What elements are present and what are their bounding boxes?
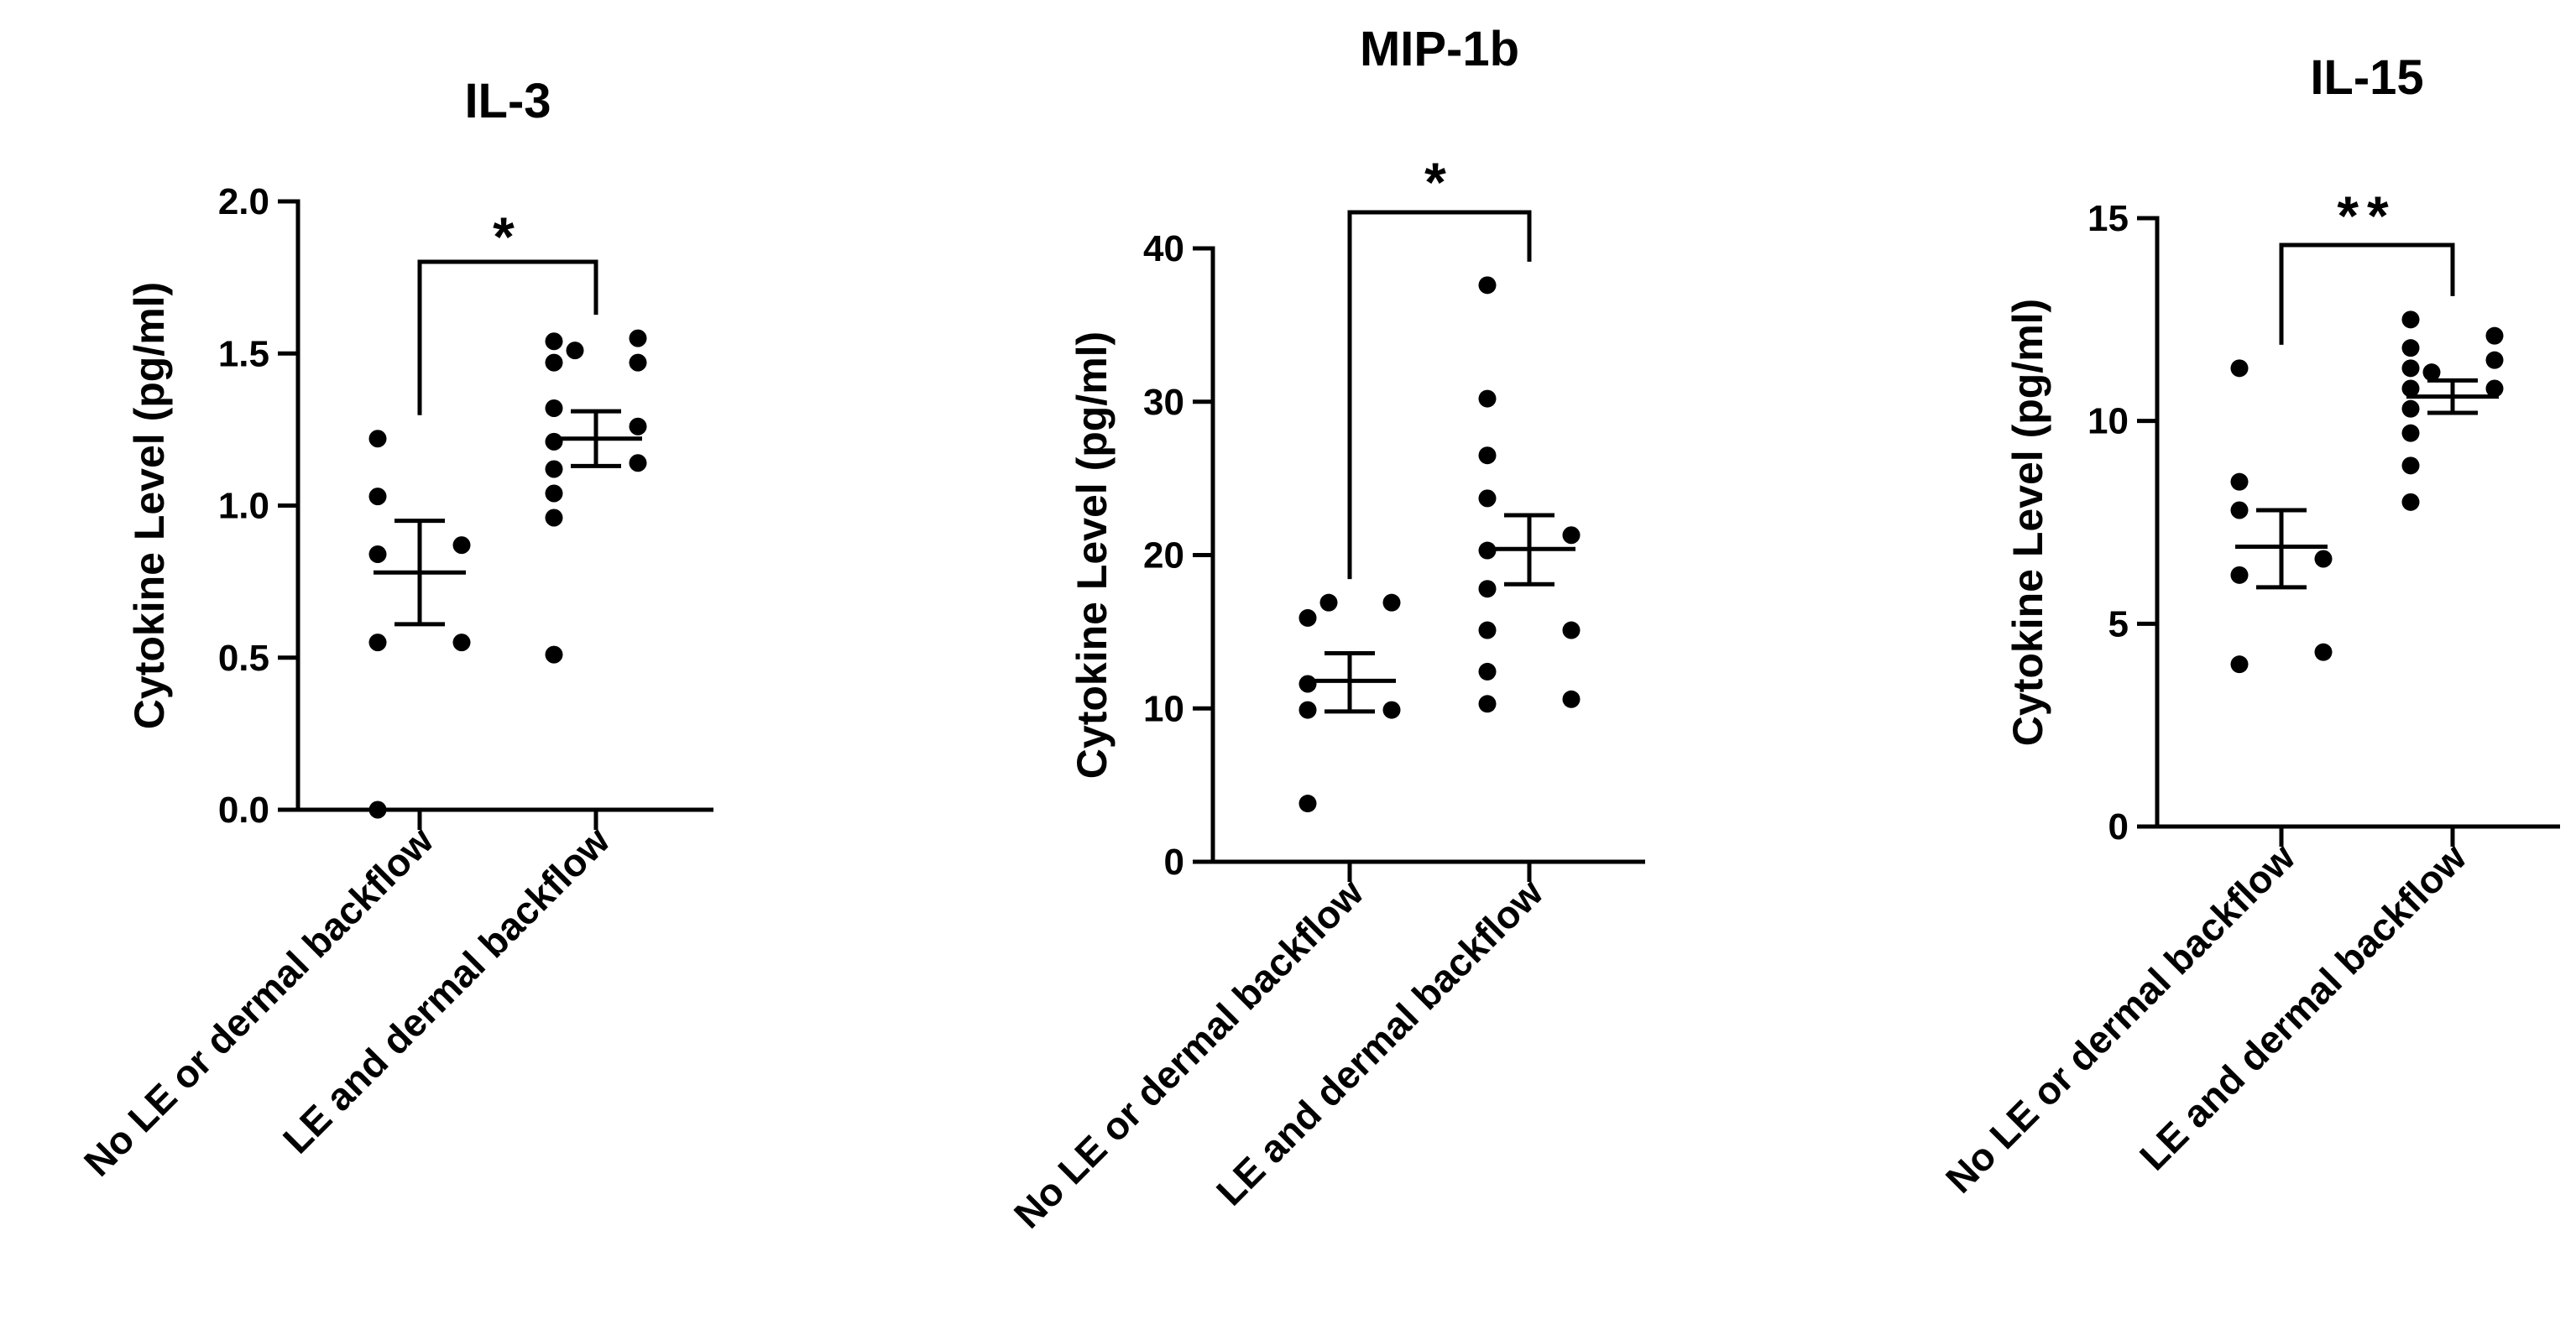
y-tick-label: 0.5 (218, 638, 269, 679)
data-point (545, 460, 563, 478)
data-point (545, 484, 563, 503)
data-point (545, 353, 563, 372)
data-point (566, 342, 584, 360)
data-point (1478, 489, 1497, 508)
data-point (1319, 593, 1338, 612)
x-category-label: No LE or dermal backflow (76, 818, 442, 1184)
y-tick-label: 15 (2087, 198, 2129, 239)
data-point (545, 332, 563, 351)
x-category-label: LE and dermal backflow (274, 818, 618, 1161)
data-point (545, 509, 563, 527)
data-point (1562, 621, 1581, 639)
data-point (545, 399, 563, 417)
data-point (2401, 493, 2420, 511)
data-point (1478, 446, 1497, 465)
data-point (1298, 608, 1317, 627)
data-point (1478, 621, 1497, 639)
data-point (2230, 501, 2249, 519)
y-tick-label: 30 (1143, 382, 1184, 423)
y-tick-label: 0.0 (218, 790, 269, 831)
y-tick-label: 20 (1143, 535, 1184, 576)
data-point (368, 545, 387, 563)
x-category-label: No LE or dermal backflow (1006, 870, 1372, 1236)
data-point (452, 536, 471, 555)
data-point (1382, 593, 1401, 612)
data-point (1298, 701, 1317, 719)
chart-title: MIP-1b (1360, 22, 1519, 76)
significance-bracket (2279, 243, 2455, 345)
data-point (1298, 675, 1317, 693)
data-point (2401, 456, 2420, 475)
data-point (1382, 701, 1401, 719)
data-point (1478, 695, 1497, 713)
data-point (1478, 389, 1497, 408)
data-point (545, 645, 563, 664)
data-point (368, 801, 387, 819)
data-point (629, 329, 647, 347)
data-point (2401, 359, 2420, 378)
significance-label: ** (2337, 185, 2396, 247)
data-point (1478, 276, 1497, 295)
data-point (2314, 643, 2333, 661)
data-point (452, 634, 471, 652)
y-tick-label: 1.5 (218, 333, 269, 374)
data-point (2230, 566, 2249, 584)
y-axis-label: Cytokine Level (pg/ml) (1069, 331, 1116, 779)
data-point (2485, 326, 2504, 345)
y-tick-label: 2.0 (218, 181, 269, 222)
data-point (1298, 795, 1317, 813)
significance-bracket (417, 259, 598, 415)
data-point (2485, 379, 2504, 398)
data-point (545, 432, 563, 451)
significance-label: * (493, 206, 523, 268)
data-point (1562, 690, 1581, 708)
data-point (2314, 550, 2333, 568)
y-tick-label: 10 (2087, 401, 2129, 442)
y-axis-label: Cytokine Level (pg/ml) (2004, 299, 2051, 746)
data-point (1562, 526, 1581, 545)
data-point (1478, 580, 1497, 598)
significance-label: * (1424, 151, 1455, 213)
x-category-label: LE and dermal backflow (2131, 835, 2474, 1178)
data-point (2230, 359, 2249, 378)
data-point (2422, 363, 2441, 382)
y-tick-label: 0 (2108, 806, 2129, 848)
significance-bracket (1347, 210, 1532, 580)
data-point (629, 454, 647, 472)
chart-panel: MIP-1b 0 10 20 30 40 Cytokine Level (pg/ml) No … (1006, 22, 1645, 1237)
data-point (2401, 310, 2420, 329)
chart-panel: IL-3 0.0 0.5 1.0 1.5 2.0 Cytokine Level (pg/ml… (76, 74, 713, 1185)
y-tick-label: 0 (1164, 842, 1184, 883)
data-point (368, 634, 387, 652)
x-category-label: No LE or dermal backflow (1937, 835, 2303, 1201)
data-point (2230, 472, 2249, 491)
data-point (2401, 399, 2420, 418)
data-point (2401, 339, 2420, 357)
y-tick-label: 10 (1143, 688, 1184, 729)
chart-title: IL-15 (2310, 50, 2423, 105)
chart-title: IL-3 (464, 74, 551, 128)
y-tick-label: 40 (1143, 228, 1184, 269)
data-point (1478, 662, 1497, 681)
data-point (629, 353, 647, 372)
y-axis-label: Cytokine Level (pg/ml) (126, 282, 173, 729)
y-tick-label: 1.0 (218, 486, 269, 527)
chart-panel: IL-15 0 5 10 15 Cytokine Level (pg/ml) No LE o… (1937, 50, 2560, 1202)
data-point (2230, 655, 2249, 674)
y-tick-label: 5 (2108, 603, 2129, 644)
data-point (2485, 351, 2504, 369)
data-point (368, 430, 387, 448)
data-point (629, 417, 647, 436)
data-point (2401, 424, 2420, 442)
x-category-label: LE and dermal backflow (1208, 870, 1551, 1213)
data-point (2401, 379, 2420, 398)
data-point (368, 488, 387, 506)
